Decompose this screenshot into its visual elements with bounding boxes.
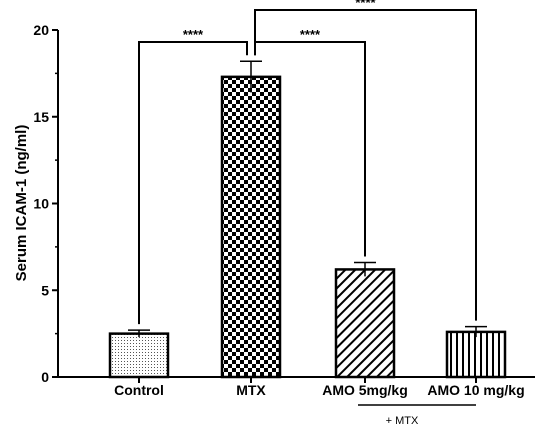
significance-label: **** — [300, 27, 321, 42]
bar — [220, 75, 282, 379]
significance-brackets: **** **** **** — [138, 0, 477, 325]
y-tick-label: 0 — [41, 369, 49, 385]
x-tick-label: AMO 5mg/kg — [322, 382, 408, 398]
y-axis-label: Serum ICAM-1 (ng/ml) — [13, 125, 30, 282]
bar — [445, 330, 507, 379]
x-tick-label: Control — [114, 382, 164, 398]
x-tick-label: AMO 10 mg/kg — [427, 382, 524, 398]
group-label: + MTX — [386, 415, 419, 427]
y-tick-label: 20 — [33, 22, 49, 38]
bars — [108, 75, 507, 379]
x-axis: Control MTX AMO 5mg/kg AMO 10 mg/kg — [58, 376, 535, 398]
y-tick-label: 15 — [33, 109, 49, 125]
bar — [334, 268, 396, 379]
y-tick-label: 5 — [41, 282, 49, 298]
significance-label: **** — [183, 27, 204, 42]
y-axis: 0 5 10 15 20 — [33, 22, 59, 385]
x-tick-label: MTX — [236, 382, 266, 398]
significance-label: **** — [355, 0, 376, 10]
error-bars — [128, 60, 487, 338]
significance-bracket — [138, 41, 248, 325]
significance-bracket — [254, 9, 477, 321]
bar — [108, 332, 170, 379]
y-tick-label: 10 — [33, 196, 49, 212]
